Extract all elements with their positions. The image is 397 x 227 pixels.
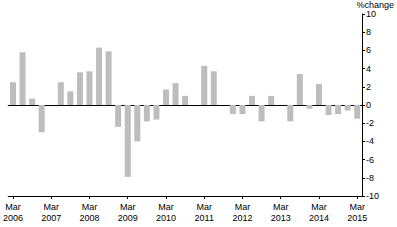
svg-text:-10: -10 <box>366 191 379 201</box>
svg-text:Mar: Mar <box>5 202 21 212</box>
svg-text:-6: -6 <box>366 155 374 165</box>
svg-text:2010: 2010 <box>156 213 176 223</box>
svg-text:Mar: Mar <box>311 202 327 212</box>
svg-text:2008: 2008 <box>79 213 99 223</box>
svg-text:2015: 2015 <box>347 213 367 223</box>
svg-text:Mar: Mar <box>273 202 289 212</box>
svg-text:2006: 2006 <box>3 213 23 223</box>
svg-text:%change: %change <box>356 0 394 11</box>
svg-text:6: 6 <box>366 45 371 55</box>
svg-text:2: 2 <box>366 82 371 92</box>
svg-text:2011: 2011 <box>195 213 214 223</box>
svg-text:-4: -4 <box>366 136 374 146</box>
svg-text:2014: 2014 <box>309 213 329 223</box>
svg-text:-8: -8 <box>366 173 374 183</box>
svg-text:Mar: Mar <box>235 202 251 212</box>
svg-text:Mar: Mar <box>158 202 174 212</box>
svg-text:Mar: Mar <box>82 202 98 212</box>
svg-text:Mar: Mar <box>120 202 136 212</box>
svg-text:Mar: Mar <box>43 202 59 212</box>
svg-text:2013: 2013 <box>271 213 291 223</box>
svg-text:-2: -2 <box>366 118 374 128</box>
svg-text:10: 10 <box>366 9 376 19</box>
svg-text:2007: 2007 <box>41 213 61 223</box>
svg-text:2012: 2012 <box>232 213 252 223</box>
svg-text:0: 0 <box>366 100 371 110</box>
svg-text:2009: 2009 <box>118 213 138 223</box>
svg-text:Mar: Mar <box>349 202 365 212</box>
svg-text:8: 8 <box>366 27 371 37</box>
svg-text:4: 4 <box>366 64 371 74</box>
svg-text:Mar: Mar <box>196 202 212 212</box>
